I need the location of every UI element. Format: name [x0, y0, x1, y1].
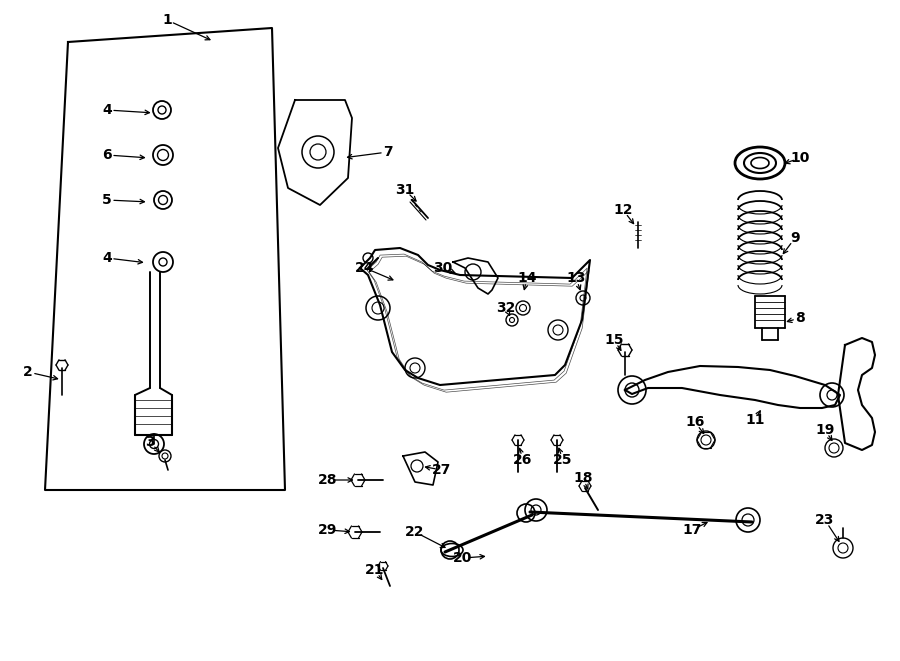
- Text: 14: 14: [518, 271, 536, 285]
- Text: 26: 26: [513, 453, 533, 467]
- Text: 28: 28: [319, 473, 338, 487]
- Text: 22: 22: [405, 525, 425, 539]
- Text: 30: 30: [434, 261, 453, 275]
- Text: 11: 11: [745, 413, 765, 427]
- Text: 27: 27: [432, 463, 452, 477]
- Text: 4: 4: [102, 103, 112, 117]
- Text: 12: 12: [613, 203, 633, 217]
- Text: 9: 9: [790, 231, 800, 245]
- Text: 20: 20: [454, 551, 473, 565]
- Text: 32: 32: [496, 301, 516, 315]
- Text: 19: 19: [815, 423, 834, 437]
- Text: 5: 5: [102, 193, 112, 207]
- Text: 3: 3: [145, 435, 155, 449]
- Text: 2: 2: [23, 365, 33, 379]
- Text: 8: 8: [795, 311, 805, 325]
- Text: 10: 10: [790, 151, 810, 165]
- Text: 7: 7: [383, 145, 392, 159]
- Text: 21: 21: [365, 563, 385, 577]
- Text: 25: 25: [554, 453, 572, 467]
- Text: 31: 31: [395, 183, 415, 197]
- Text: 18: 18: [573, 471, 593, 485]
- Text: 4: 4: [102, 251, 112, 265]
- Text: 6: 6: [103, 148, 112, 162]
- Text: 15: 15: [604, 333, 624, 347]
- Text: 17: 17: [682, 523, 702, 537]
- Text: 23: 23: [815, 513, 834, 527]
- Text: 13: 13: [566, 271, 586, 285]
- Text: 1: 1: [162, 13, 172, 27]
- Text: 16: 16: [685, 415, 705, 429]
- Text: 24: 24: [356, 261, 374, 275]
- Text: 29: 29: [319, 523, 338, 537]
